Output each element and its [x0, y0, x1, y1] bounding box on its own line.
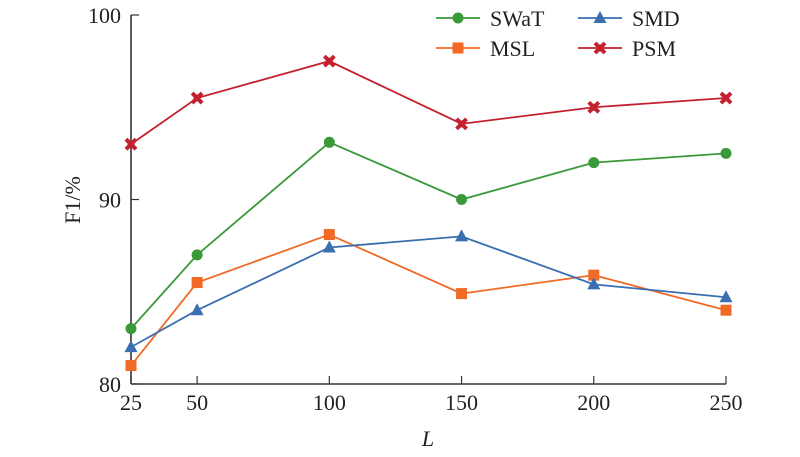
series-psm [124, 54, 733, 151]
data-point-msl [720, 304, 732, 316]
data-point-msl [456, 288, 468, 300]
axes: 25 50 100 150 200 250 80 90 100 [88, 3, 743, 415]
data-point-psm [719, 91, 733, 105]
series-line-psm [130, 60, 727, 145]
data-point-msl [125, 360, 137, 372]
data-point-swat [125, 323, 137, 335]
legend-marker-square [452, 42, 464, 54]
data-point-msl [191, 277, 203, 289]
x-tick-label: 150 [445, 390, 478, 415]
legend-label: SMD [632, 6, 680, 31]
legend-item-smd: SMD [578, 6, 680, 31]
legend-item-msl: MSL [436, 36, 535, 61]
legend-label: PSM [632, 36, 676, 61]
x-tick-label: 25 [120, 390, 142, 415]
data-point-swat [323, 136, 335, 148]
series-smd [124, 229, 733, 353]
data-point-smd [322, 240, 336, 253]
x-tick-label: 100 [313, 390, 346, 415]
y-tick-label: 80 [99, 372, 121, 397]
series-line-swat [130, 141, 727, 330]
data-point-swat [720, 147, 732, 159]
x-tick-label: 50 [186, 390, 208, 415]
data-point-psm [190, 91, 204, 105]
y-axis-title: F1/% [60, 176, 85, 224]
series-line-smd [130, 235, 727, 348]
data-point-psm [124, 137, 138, 151]
legend-item-psm: PSM [578, 36, 676, 61]
legend-marker-triangle [593, 11, 607, 23]
data-point-msl [323, 229, 335, 241]
series-group [124, 54, 733, 372]
data-point-swat [588, 157, 600, 169]
legend-marker-cross [593, 41, 607, 55]
legend-label: MSL [490, 36, 535, 61]
legend-label: SWaT [490, 6, 545, 31]
y-tick-label: 90 [99, 188, 121, 213]
x-tick-label: 250 [710, 390, 743, 415]
x-tick-label: 200 [577, 390, 610, 415]
data-point-swat [191, 249, 203, 261]
data-point-psm [322, 54, 336, 68]
y-tick-label: 100 [88, 3, 121, 28]
data-point-smd [719, 290, 733, 303]
series-msl [125, 229, 732, 372]
series-line-msl [130, 233, 727, 367]
legend-item-swat: SWaT [436, 6, 545, 31]
data-point-smd [124, 340, 138, 353]
series-swat [125, 136, 732, 335]
data-point-swat [456, 194, 468, 205]
legend: SWaT MSL SMD PSM [436, 6, 680, 61]
data-point-psm [587, 100, 601, 114]
data-point-smd [455, 229, 469, 242]
data-point-smd [190, 303, 204, 316]
data-point-smd [587, 277, 601, 290]
x-axis-title: L [421, 426, 434, 451]
legend-marker-circle [452, 12, 464, 24]
data-point-psm [455, 117, 468, 131]
data-point-msl [588, 269, 600, 281]
